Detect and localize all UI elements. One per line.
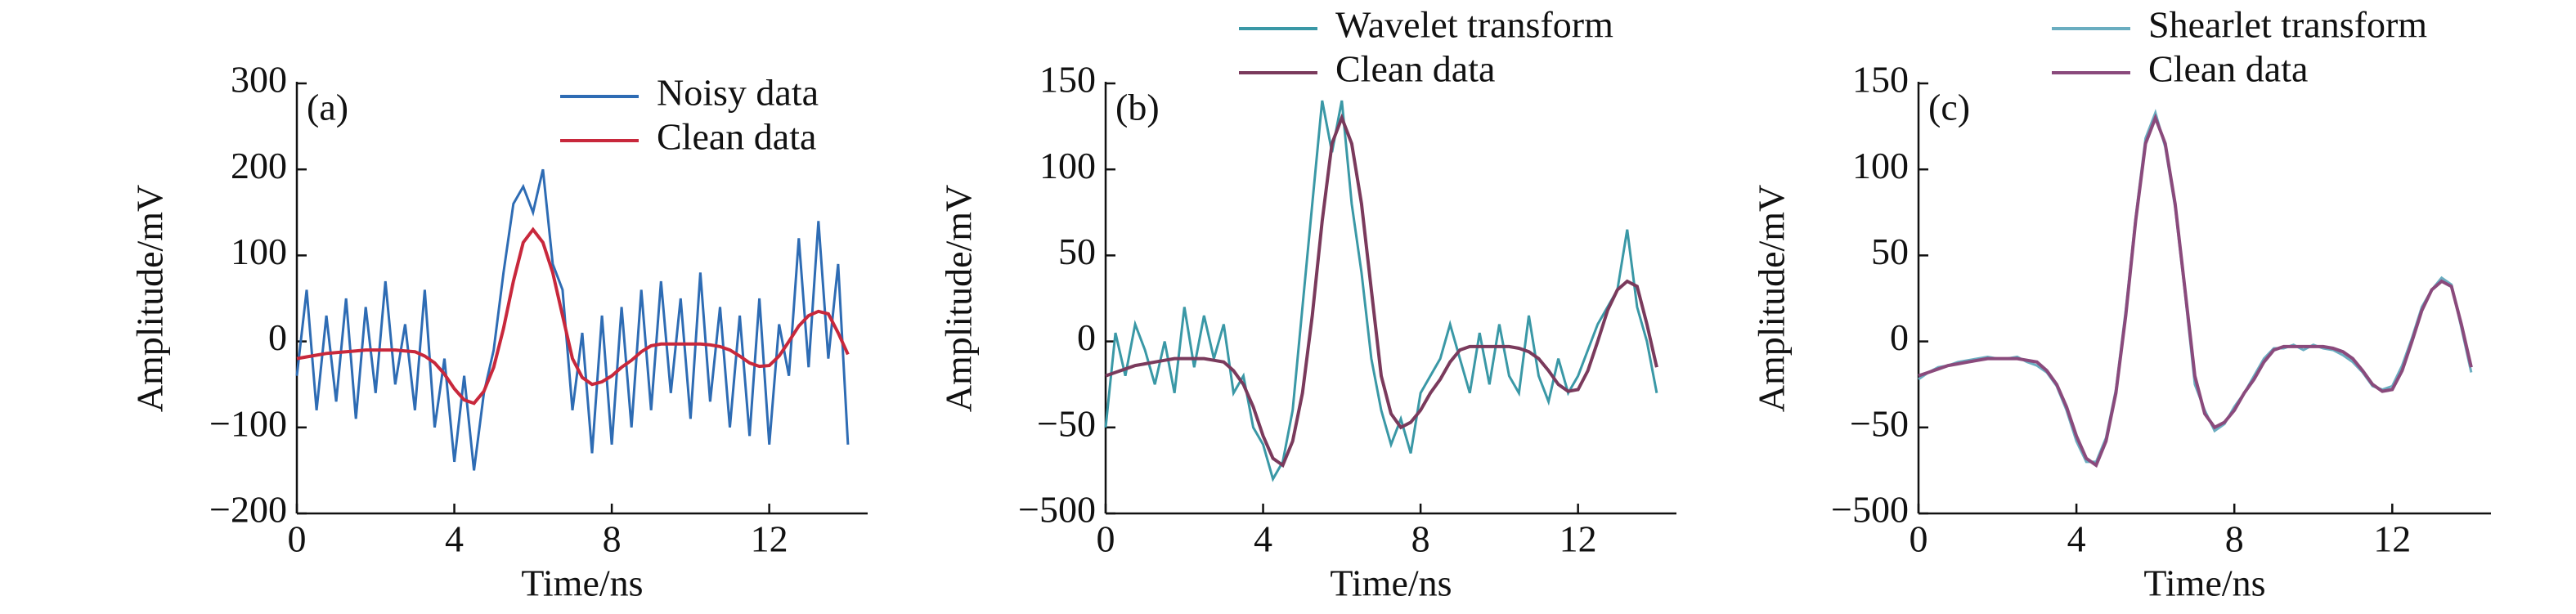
x-axis-label: Time/ns — [521, 562, 643, 604]
y-tick-label: 100 — [1852, 145, 1909, 186]
y-axis-label: Amplitude/mV — [938, 185, 980, 413]
y-tick-label: −50 — [1850, 402, 1909, 444]
x-tick-label: 4 — [2067, 518, 2086, 560]
y-tick-label: 100 — [231, 231, 287, 272]
x-tick-label: 8 — [1411, 518, 1430, 560]
y-tick-label: −50 — [1037, 402, 1096, 444]
legend-label: Shearlet transform — [2148, 4, 2427, 46]
x-tick-label: 0 — [1910, 518, 1928, 560]
data-line — [295, 168, 850, 471]
data-line — [1104, 100, 1658, 482]
y-tick-label: 0 — [268, 316, 287, 358]
x-tick-label: 4 — [1254, 518, 1272, 560]
x-tick-label: 12 — [1560, 518, 1597, 560]
y-tick-label: −500 — [1018, 489, 1096, 531]
x-axis-label: Time/ns — [2143, 562, 2265, 604]
y-axis-label: Amplitude/mV — [129, 185, 171, 413]
y-tick-label: 150 — [1039, 59, 1096, 101]
x-tick-label: 12 — [751, 518, 788, 560]
y-axis-label: Amplitude/mV — [1751, 185, 1793, 413]
y-tick-label: 200 — [231, 145, 287, 186]
legend-label: Noisy data — [657, 72, 819, 114]
legend-label: Clean data — [1335, 48, 1495, 90]
y-tick-label: 150 — [1852, 59, 1909, 101]
x-tick-label: 0 — [1097, 518, 1115, 560]
x-tick-label: 4 — [445, 518, 464, 560]
x-tick-label: 8 — [2225, 518, 2244, 560]
y-tick-label: 50 — [1058, 231, 1096, 272]
panel-label: (b) — [1115, 87, 1160, 128]
data-line — [1918, 109, 2473, 464]
x-tick-label: 8 — [603, 518, 622, 560]
y-tick-label: −500 — [1831, 489, 1909, 531]
data-line — [1105, 113, 1658, 468]
y-tick-label: −100 — [209, 402, 287, 444]
legend-label: Wavelet transform — [1335, 4, 1613, 46]
y-tick-label: 100 — [1039, 145, 1096, 186]
data-line — [1918, 113, 2473, 468]
legend-label: Clean data — [657, 116, 816, 158]
y-tick-label: 0 — [1890, 316, 1909, 358]
legend-label: Clean data — [2148, 48, 2308, 90]
panel-label: (c) — [1928, 87, 1970, 128]
x-axis-label: Time/ns — [1330, 562, 1452, 604]
y-tick-label: 50 — [1871, 231, 1909, 272]
y-tick-label: 300 — [231, 59, 287, 101]
x-tick-label: 12 — [2373, 518, 2411, 560]
x-tick-label: 0 — [288, 518, 307, 560]
y-tick-label: 0 — [1077, 316, 1096, 358]
data-line — [296, 226, 850, 406]
panel-label: (a) — [307, 87, 348, 128]
y-tick-label: −200 — [209, 489, 287, 531]
